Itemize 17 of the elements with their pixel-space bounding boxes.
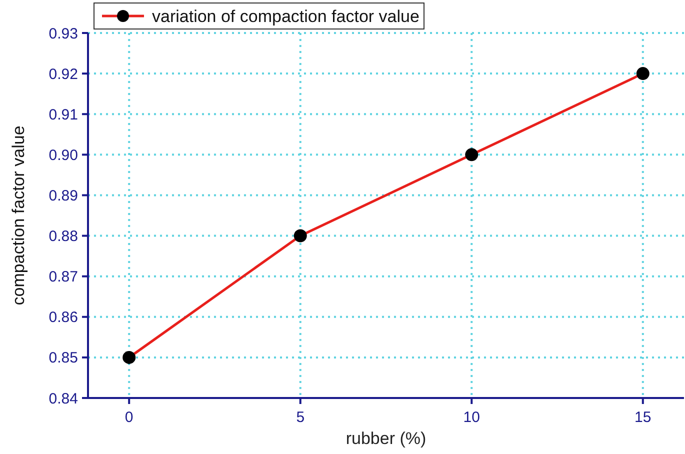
x-axis-title: rubber (%) [346,429,426,448]
y-tick-label: 0.88 [48,228,78,246]
x-tick-label: 5 [296,409,305,426]
y-tick-label: 0.92 [48,66,78,83]
x-tick-label: 10 [463,409,480,426]
y-axis-title: compaction factor value [9,126,28,306]
y-tick-label: 0.85 [48,350,78,367]
y-tick-label: 0.89 [48,187,78,204]
legend-label: variation of compaction factor value [152,6,420,26]
y-tick-label: 0.86 [48,309,78,326]
y-tick-label: 0.91 [48,106,78,124]
y-tick-label: 0.87 [48,268,78,286]
y-tick-label: 0.90 [48,146,78,164]
y-tick-label: 0.84 [48,390,78,408]
x-tick-label: 0 [124,409,134,426]
y-tick-label: 0.93 [48,25,78,42]
x-tick-label: 15 [634,409,652,426]
